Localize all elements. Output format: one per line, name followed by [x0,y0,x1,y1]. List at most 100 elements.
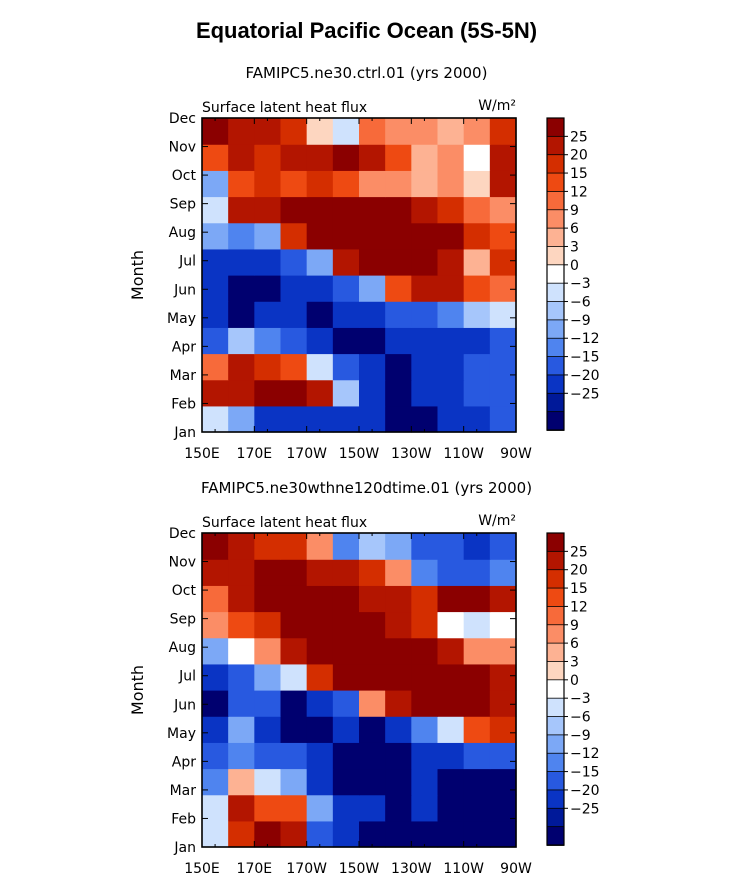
heatmap-cell [463,248,491,276]
x-tick-label: 170W [286,861,327,877]
heatmap-cell [437,275,465,302]
heatmap-cell [202,768,229,796]
heatmap-cell [489,275,517,302]
heatmap-cell [280,742,308,770]
colorbar-label: 9 [570,618,579,634]
heatmap-cell [202,663,229,691]
heatmap-cell [332,690,360,717]
heatmap-cell [202,742,229,770]
heatmap-cell [489,585,517,613]
y-axis-label: Month [128,665,147,715]
colorbar-swatch [546,301,565,321]
heatmap-cell [463,170,491,198]
x-tick-label: 170E [237,861,273,877]
x-tick-label: 150E [184,446,220,462]
heatmap-cell [385,301,412,328]
x-tick-label: 90W [500,861,532,877]
heatmap-cell [306,820,334,848]
heatmap-cell [359,405,386,433]
colorbar-swatch [546,734,565,755]
heatmap-cell [359,690,386,717]
heatmap-cell [489,379,517,407]
colorbar-swatch [546,191,565,211]
colorbar-label: −9 [570,313,591,329]
y-tick-label: Aug [169,640,196,656]
heatmap-cell [411,144,439,171]
heatmap-cell [254,144,282,171]
heatmap-cell [359,820,386,848]
heatmap-cell [202,170,229,198]
heatmap-cell [254,275,282,302]
heatmap-cell [411,248,439,276]
heatmap-cell [437,170,465,198]
heatmap-cell [228,196,255,224]
heatmap-cell [306,248,334,276]
heatmap-cell [306,585,334,613]
colorbar-swatch [546,661,565,681]
colorbar-swatch [546,135,565,156]
x-tick-label: 130W [391,861,432,877]
heatmap-cell [437,379,465,407]
colorbar-swatch [546,227,565,248]
colorbar-label: −12 [570,746,600,762]
heatmap-cell [489,611,517,639]
colorbar-swatch [546,246,565,266]
heatmap-cell [359,301,386,328]
heatmap-cell [280,559,308,586]
heatmap-cell [254,559,282,586]
colorbar-swatch [546,642,565,663]
heatmap-cell [332,820,360,848]
heatmap-cell [280,275,308,302]
heatmap-cell [306,275,334,302]
heatmap-cell [280,196,308,224]
colorbar-swatch [546,117,565,138]
heatmap-cell [489,222,517,250]
heatmap-cell [437,820,465,848]
colorbar-swatch [546,697,565,718]
y-tick-label: Mar [170,368,197,384]
y-tick-label: Nov [169,555,196,571]
heatmap-cell [280,663,308,691]
heatmap-cell [489,405,517,433]
y-tick-label: Apr [172,754,196,770]
heatmap-cell [228,379,255,407]
panel-1-title: FAMIPC5.ne30.ctrl.01 (yrs 2000) [245,64,488,82]
heatmap-cell [359,275,386,302]
heatmap-cell [332,170,360,198]
colorbar-label: 20 [570,148,588,164]
colorbar-label: −6 [570,710,591,726]
heatmap-cell [411,327,439,355]
field-label: Surface latent heat flux [202,515,367,531]
heatmap-cell [228,690,255,717]
x-tick-label: 150W [339,446,380,462]
heatmap-cell [489,248,517,276]
heatmap-cell [437,353,465,381]
heatmap-cell [463,611,491,639]
colorbar-swatch [546,282,565,303]
heatmap-cell [202,690,229,717]
colorbar-label: 3 [570,654,579,670]
heatmap-cell [385,794,412,822]
heatmap-cell [411,768,439,796]
heatmap-cell [437,327,465,355]
heatmap-cell [254,533,282,560]
heatmap-cell [437,690,465,717]
heatmap-cell [463,559,491,586]
panel-2-title: FAMIPC5.ne30wthne120dtime.01 (yrs 2000) [200,479,533,497]
heatmap-cell [463,585,491,613]
heatmap-cell [332,533,360,560]
y-axis-label: Month [128,250,147,300]
colorbar-label: −15 [570,350,600,366]
heatmap-cell [332,144,360,171]
colorbar-label: 12 [570,599,588,615]
heatmap-cell [254,637,282,665]
heatmap-cell [228,742,255,770]
heatmap-cell [463,716,491,743]
heatmap-cell [202,716,229,743]
heatmap-cell [280,144,308,171]
heatmap-cell [359,637,386,665]
heatmap-cell [254,794,282,822]
heatmap-cell [463,118,491,145]
heatmap-cell [411,820,439,848]
heatmap-cell [385,118,412,145]
